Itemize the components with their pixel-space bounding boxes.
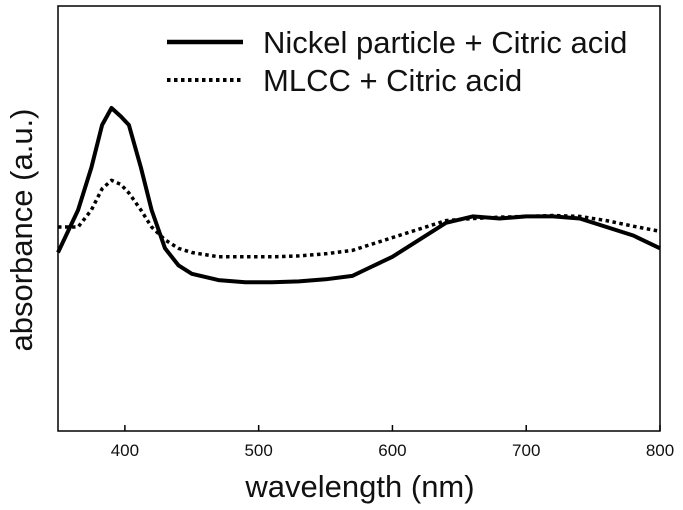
y-axis-title: absorbance (a.u.) [4, 109, 39, 352]
x-axis-title: wavelength (nm) [244, 469, 474, 504]
series-line-nickel [56, 106, 661, 285]
plot-frame [57, 5, 661, 432]
legend-label-mlcc: MLCC + Citric acid [263, 63, 522, 98]
x-tick-label-800: 800 [646, 441, 674, 460]
x-tick-label-600: 600 [378, 441, 406, 460]
series-layer [56, 106, 661, 285]
legend: Nickel particle + Citric acid MLCC + Cit… [167, 25, 627, 98]
x-tick-label-700: 700 [512, 441, 540, 460]
x-axis-ticks: 400 500 600 700 800 [111, 425, 674, 460]
series-line-mlcc [58, 178, 661, 259]
x-tick-label-500: 500 [244, 441, 272, 460]
x-tick-label-400: 400 [111, 441, 139, 460]
legend-label-nickel: Nickel particle + Citric acid [263, 25, 627, 60]
